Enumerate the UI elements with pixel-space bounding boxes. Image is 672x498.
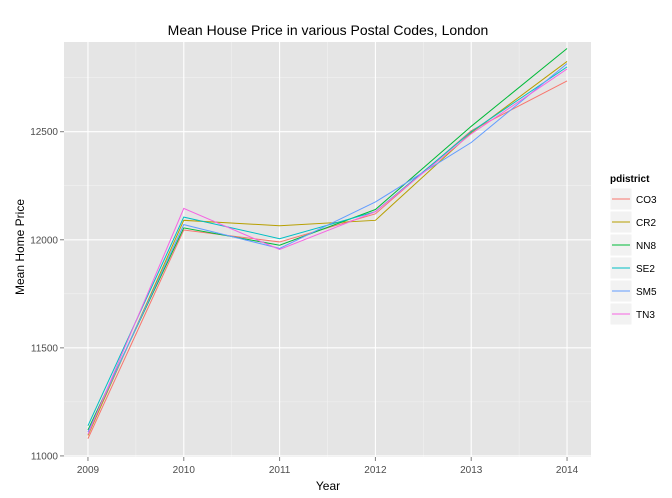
series-lines <box>87 48 568 439</box>
series-line-co3 <box>87 80 568 439</box>
legend-label-tn3: TN3 <box>636 310 655 321</box>
x-axis-ticks: 2009 2010 2011 2012 2013 2014 <box>77 457 579 476</box>
y-axis-label: Mean Home Price <box>13 199 27 295</box>
x-tick-label: 2010 <box>173 465 196 476</box>
grid-lines <box>64 42 591 457</box>
legend-label-co3: CO3 <box>636 195 657 206</box>
legend-title: pdistrict <box>610 174 650 185</box>
y-tick-label: 12500 <box>30 127 58 138</box>
legend-label-cr2: CR2 <box>636 218 656 229</box>
series-line-tn3 <box>87 68 568 435</box>
y-tick-label: 11000 <box>31 451 59 462</box>
x-tick-label: 2014 <box>556 465 579 476</box>
legend-label-nn8: NN8 <box>636 241 656 252</box>
series-line-sm5 <box>87 63 568 433</box>
x-tick-label: 2012 <box>364 465 387 476</box>
x-tick-label: 2011 <box>269 465 291 476</box>
x-tick-label: 2009 <box>77 465 100 476</box>
legend: pdistrict CO3 CR2 NN8 SE2 SM5 TN3 <box>609 174 657 326</box>
legend-label-sm5: SM5 <box>636 287 657 298</box>
y-tick-label: 11500 <box>31 343 59 354</box>
x-tick-label: 2013 <box>460 465 483 476</box>
chart-title: Mean House Price in various Postal Codes… <box>168 22 489 38</box>
legend-label-se2: SE2 <box>636 264 655 275</box>
x-axis-label: Year <box>316 479 340 493</box>
y-tick-label: 12000 <box>30 235 58 246</box>
y-axis-ticks: 11000 11500 12000 12500 <box>30 127 64 462</box>
series-line-nn8 <box>87 48 568 431</box>
